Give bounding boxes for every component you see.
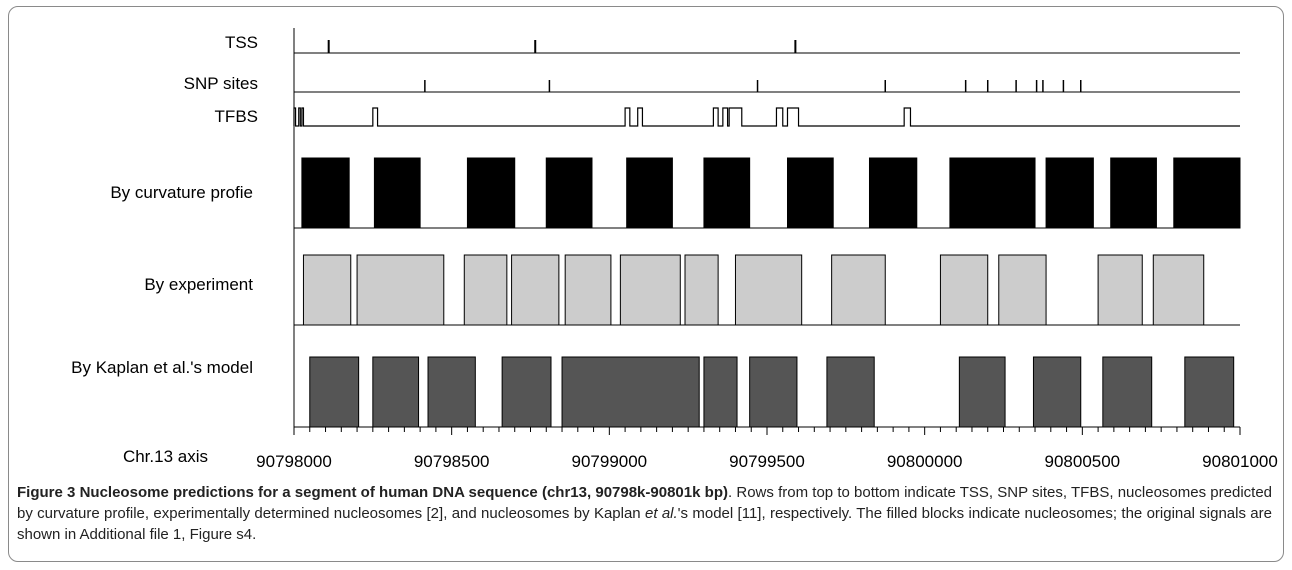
- experiment-block-2: [463, 254, 508, 326]
- experiment-block-7: [734, 254, 803, 326]
- experiment-block-12: [1152, 254, 1205, 326]
- track-label-snp: SNP sites: [184, 74, 258, 93]
- kaplan-block-11: [1184, 356, 1235, 428]
- kaplan-block-9: [1032, 356, 1082, 428]
- experiment-block-11: [1097, 254, 1143, 326]
- track-label-curvature: By curvature profie: [110, 183, 253, 202]
- tfbs-region-9: [776, 108, 782, 126]
- curvature-block-2: [466, 157, 516, 229]
- curvature-block-8: [949, 157, 1036, 229]
- curvature-block-10: [1110, 157, 1157, 229]
- tick-label-4: 90800000: [887, 452, 963, 471]
- tfbs-region-7: [723, 108, 728, 126]
- curvature-block-4: [626, 157, 673, 229]
- kaplan-block-6: [749, 356, 798, 428]
- experiment-block-10: [998, 254, 1047, 326]
- caption-body-2: 's model [11], respectively. The filled …: [17, 505, 1272, 543]
- experiment-block-1: [356, 254, 445, 326]
- kaplan-block-4: [561, 356, 700, 428]
- kaplan-block-8: [958, 356, 1006, 428]
- tick-label-5: 90800500: [1045, 452, 1121, 471]
- tfbs-region-10: [787, 108, 798, 126]
- tfbs-signal: [293, 107, 1240, 127]
- kaplan-block-10: [1102, 356, 1153, 428]
- tfbs-region-5: [638, 108, 643, 126]
- track-label-experiment: By experiment: [144, 275, 253, 294]
- tick-label-2: 90799000: [572, 452, 648, 471]
- track-label-kaplan: By Kaplan et al.'s model: [71, 358, 253, 377]
- tfbs-region-11: [904, 108, 910, 126]
- plot-area: 90798000 90798500 90799000 90799500 90800000…: [256, 28, 1278, 471]
- caption-title: Figure 3 Nucleosome predictions for a se…: [17, 484, 728, 501]
- tick-label-0: 90798000: [256, 452, 332, 471]
- kaplan-block-7: [826, 356, 875, 428]
- nucleosome-track-chart: TSS SNP sites TFBS By curvature profie B…: [71, 28, 1278, 471]
- tfbs-region-6: [713, 108, 718, 126]
- curvature-block-11: [1173, 157, 1241, 229]
- kaplan-block-3: [501, 356, 552, 428]
- curvature-block-9: [1045, 157, 1094, 229]
- caption-et-al: et al.: [644, 505, 678, 522]
- row-labels: TSS SNP sites TFBS By curvature profie B…: [71, 33, 258, 466]
- experiment-block-8: [831, 254, 886, 326]
- kaplan-block-1: [372, 356, 420, 428]
- kaplan-block-5: [703, 356, 738, 428]
- experiment-block-3: [511, 254, 560, 326]
- curvature-block-3: [545, 157, 593, 229]
- kaplan-block-0: [309, 356, 360, 428]
- tfbs-region-4: [625, 108, 630, 126]
- tick-label-3: 90799500: [729, 452, 805, 471]
- caption-body-1: . Rows from top to bottom indicate TSS, …: [17, 484, 1273, 522]
- kaplan-block-2: [427, 356, 476, 428]
- track-label-tfbs: TFBS: [215, 107, 258, 126]
- experiment-block-0: [302, 254, 352, 326]
- curvature-block-1: [373, 157, 421, 229]
- figure-caption: Figure 3 Nucleosome predictions for a se…: [17, 482, 1272, 545]
- tfbs-region-8: [729, 108, 742, 126]
- curvature-block-5: [703, 157, 751, 229]
- curvature-block-6: [786, 157, 834, 229]
- tfbs-region-3: [373, 108, 378, 126]
- curvature-block-0: [301, 157, 350, 229]
- experiment-block-6: [684, 254, 719, 326]
- tick-label-1: 90798500: [414, 452, 490, 471]
- track-label-tss: TSS: [225, 33, 258, 52]
- axis-label: Chr.13 axis: [123, 447, 208, 466]
- experiment-block-5: [619, 254, 681, 326]
- experiment-block-9: [939, 254, 989, 326]
- curvature-block-7: [868, 157, 918, 229]
- experiment-block-4: [564, 254, 612, 326]
- tick-label-6: 90801000: [1202, 452, 1278, 471]
